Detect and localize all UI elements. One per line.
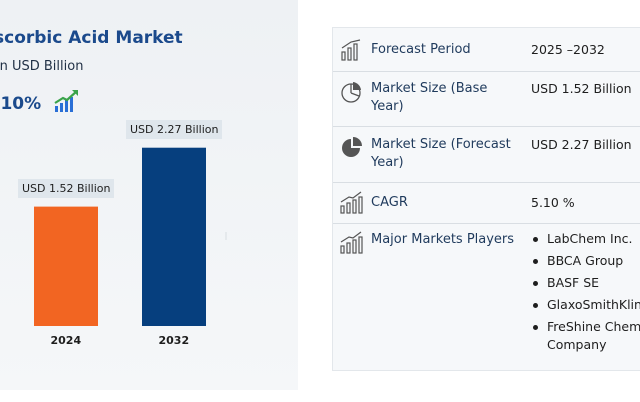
growth-arrow-icon: [54, 90, 79, 112]
row-label: Forecast Period: [371, 42, 471, 57]
row-label: Market Size (Base Year): [371, 81, 488, 114]
players-list: LabChem Inc. BBCA Group BASF SE GlaxoSmi…: [531, 230, 640, 358]
growth-chart-icon: [340, 191, 363, 214]
chart-title: scorbic Acid Market: [0, 28, 183, 48]
row-value: USD 2.27 Billion: [531, 137, 632, 152]
tick-label-2024: 2024: [50, 334, 82, 347]
pie-chart-icon: [341, 82, 361, 103]
bar-2024: [34, 206, 98, 326]
table-row-major-players: Major Markets Players LabChem Inc. BBCA …: [333, 224, 640, 372]
chart-subtitle: in USD Billion: [0, 59, 84, 74]
pie-chart-icon: [342, 137, 362, 157]
market-summary-table: Forecast Period 2025 –2032 Market Size (…: [332, 27, 640, 371]
tick-label-2032: 2032: [158, 334, 190, 347]
chart-panel: scorbic Acid Market in USD Billion .10% …: [0, 0, 298, 390]
table-row-cagr: CAGR 5.10 %: [333, 183, 640, 224]
row-label: Market Size (Forecast Year): [371, 137, 511, 170]
cagr-value: .10%: [0, 94, 42, 114]
table-row-market-size-base: Market Size (Base Year) USD 1.52 Billion: [333, 72, 640, 127]
cagr-highlight: .10%: [0, 88, 81, 114]
bar-chart-icon: [341, 39, 361, 61]
list-item: GlaxoSmithKlin: [531, 296, 640, 314]
row-label: Major Markets Players: [371, 232, 515, 247]
table-row-forecast-period: Forecast Period 2025 –2032: [333, 28, 640, 72]
list-item: BBCA Group: [531, 252, 640, 270]
row-value: USD 1.52 Billion: [531, 81, 632, 96]
list-item: LabChem Inc.: [531, 230, 640, 248]
row-value: 5.10 %: [531, 195, 575, 210]
bar-2032: [142, 147, 206, 326]
bar-chart: [34, 147, 227, 326]
row-value: 2025 –2032: [531, 42, 605, 57]
growth-chart-icon: [340, 231, 363, 254]
list-item: BASF SE: [531, 274, 640, 292]
list-item: FreShine Chem Company: [531, 318, 640, 354]
table-row-market-size-forecast: Market Size (Forecast Year) USD 2.27 Bil…: [333, 127, 640, 183]
data-label-2032: USD 2.27 Billion: [126, 119, 223, 139]
data-label-2024: USD 1.52 Billion: [18, 178, 115, 198]
row-label: CAGR: [371, 195, 408, 210]
